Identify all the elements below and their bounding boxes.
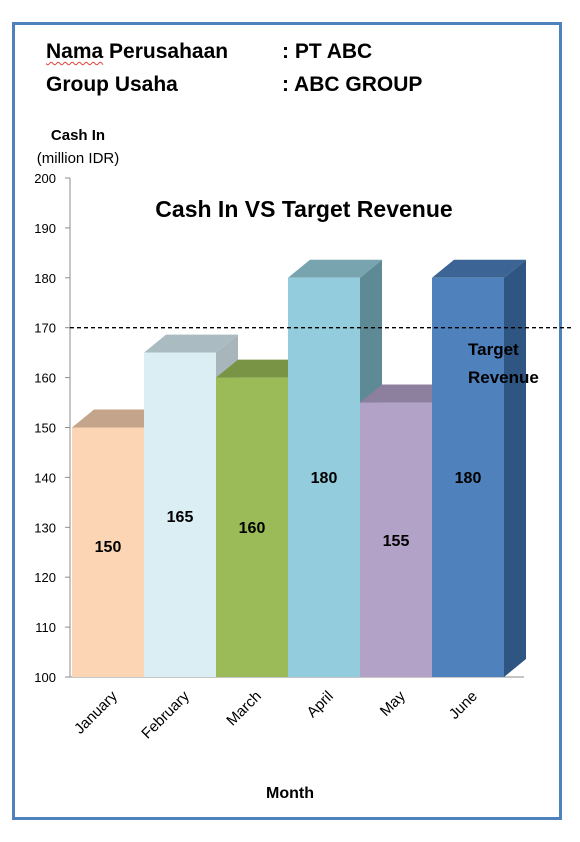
bar-top-may <box>360 384 454 403</box>
x-tick-label-may: May <box>377 687 409 719</box>
x-tick-label-march: March <box>223 688 264 729</box>
y-tick-label-140: 140 <box>34 470 56 485</box>
company-label-first-word: Nama <box>46 40 104 63</box>
x-tick-label-june: June <box>446 688 481 723</box>
x-tick-label-january: January <box>71 687 121 737</box>
data-label-february: 165 <box>167 509 194 526</box>
y-tick-label-100: 100 <box>34 670 56 685</box>
y-tick-label-160: 160 <box>34 371 56 386</box>
y-axis-label-line1: Cash In <box>51 127 105 144</box>
data-label-may: 155 <box>383 533 410 550</box>
company-label: Nama Perusahaan <box>46 40 228 64</box>
data-label-june: 180 <box>455 470 482 487</box>
data-label-march: 160 <box>239 520 266 537</box>
y-tick-label-170: 170 <box>34 321 56 336</box>
x-tick-label-february: February <box>138 687 193 742</box>
y-tick-label-190: 190 <box>34 221 56 236</box>
y-axis-label-line2: (million IDR) <box>37 150 120 167</box>
target-label-line2: Revenue <box>468 368 539 387</box>
x-axis-label: Month <box>266 785 314 802</box>
y-tick-label-120: 120 <box>34 570 56 585</box>
target-label-line1: Target <box>468 340 519 359</box>
bar-top-april <box>288 259 382 278</box>
group-label: Group Usaha <box>46 73 178 96</box>
y-tick-label-180: 180 <box>34 271 56 286</box>
bar-top-february <box>144 334 238 353</box>
bar-june <box>432 277 504 677</box>
chart-title: Cash In VS Target Revenue <box>155 196 452 222</box>
y-tick-label-200: 200 <box>34 171 56 186</box>
company-label-rest: Perusahaan <box>103 40 229 63</box>
bar-january <box>72 427 144 677</box>
data-label-january: 150 <box>95 539 122 556</box>
data-label-april: 180 <box>311 470 338 487</box>
bar-february <box>144 352 216 677</box>
bar-top-june <box>432 259 526 278</box>
bar-top-march <box>216 359 310 378</box>
y-tick-label-130: 130 <box>34 520 56 535</box>
bar-may <box>360 402 432 677</box>
company-value: : PT ABC <box>282 40 373 63</box>
x-tick-label-april: April <box>304 688 337 721</box>
bar-march <box>216 377 288 677</box>
bar-april <box>288 277 360 677</box>
bar-side-june <box>504 259 526 677</box>
y-tick-label-110: 110 <box>35 620 56 635</box>
bar-top-january <box>72 409 166 428</box>
y-tick-label-150: 150 <box>34 421 56 436</box>
group-value: : ABC GROUP <box>282 73 423 96</box>
